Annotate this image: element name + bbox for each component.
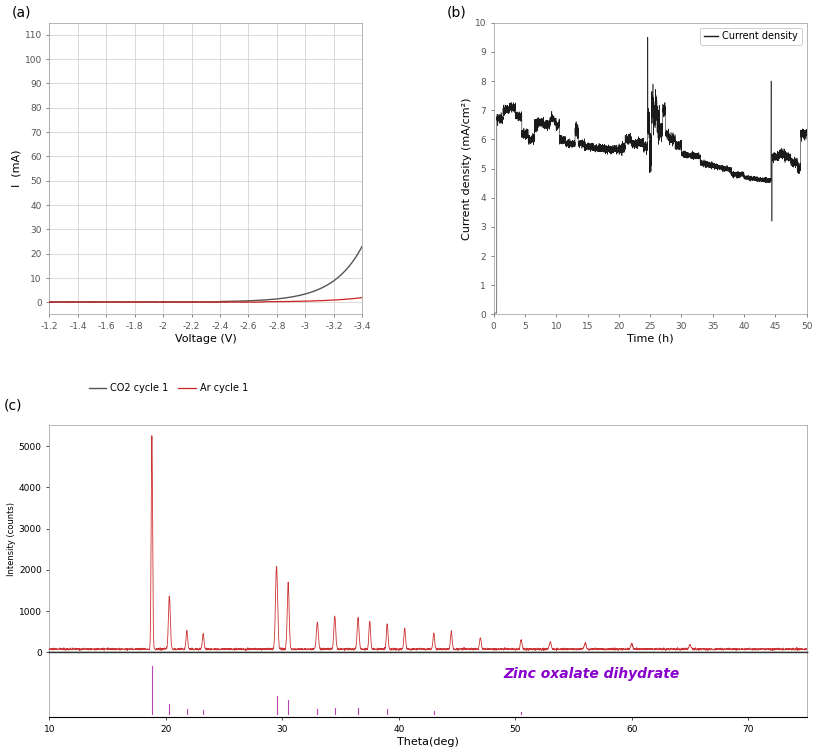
X-axis label: Voltage (V): Voltage (V): [175, 334, 237, 344]
Text: (a): (a): [12, 5, 31, 19]
Legend: Current density: Current density: [700, 27, 802, 45]
X-axis label: Theta(deg): Theta(deg): [397, 737, 459, 747]
Y-axis label: I  (mA): I (mA): [12, 149, 21, 187]
Y-axis label: Current density (mA/cm²): Current density (mA/cm²): [462, 97, 472, 240]
Text: Zinc oxalate dihydrate: Zinc oxalate dihydrate: [504, 667, 680, 681]
Legend: CO2 cycle 1, Ar cycle 1: CO2 cycle 1, Ar cycle 1: [85, 380, 252, 397]
Y-axis label: Intensity (counts): Intensity (counts): [7, 502, 16, 576]
Text: (b): (b): [447, 5, 467, 19]
X-axis label: Time (h): Time (h): [627, 334, 673, 344]
Text: (c): (c): [4, 398, 22, 412]
